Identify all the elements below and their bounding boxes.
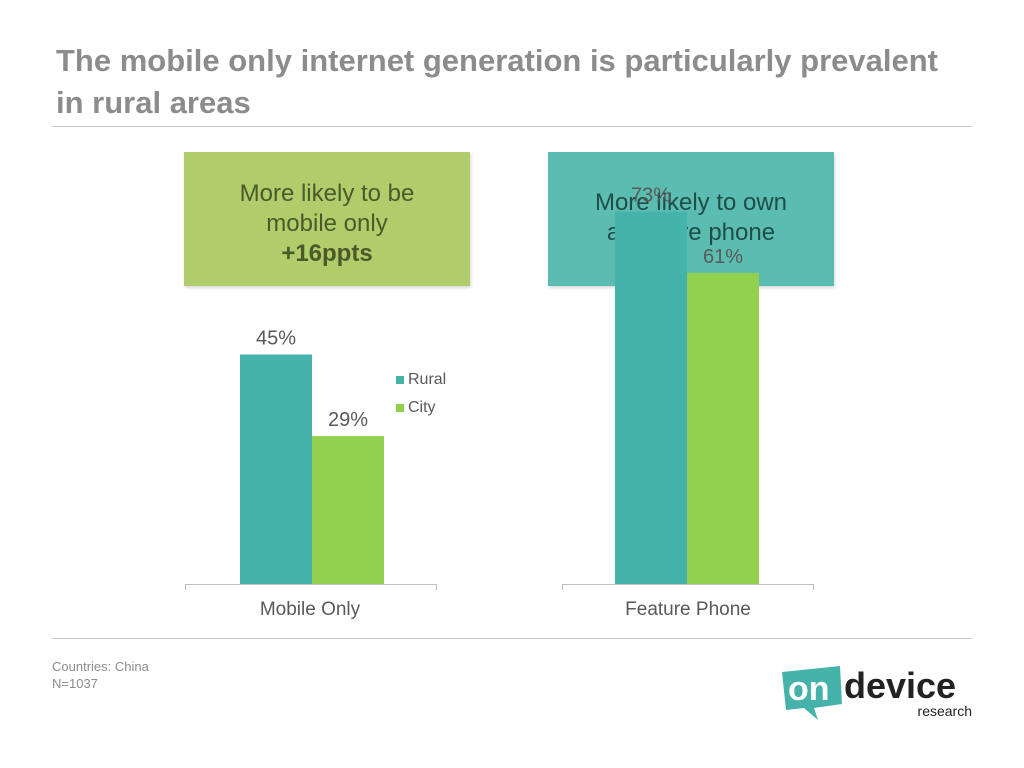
- legend-swatch-city: [396, 404, 404, 412]
- legend-label-rural: Rural: [408, 371, 447, 388]
- callout-mobile-only-line1: More likely to be: [239, 180, 415, 207]
- footer-countries: Countries: China: [52, 659, 149, 674]
- logo-research: research: [918, 703, 972, 719]
- bar-rural-feature-phone: [615, 211, 687, 584]
- data-label-city: 61%: [703, 246, 743, 268]
- legend-label-city: City: [408, 399, 436, 416]
- data-label-rural: 45%: [256, 328, 296, 350]
- title-divider: [52, 126, 972, 127]
- logo-device: device: [844, 665, 956, 706]
- page-title: The mobile only internet generation is p…: [56, 43, 938, 120]
- legend-item-city: City: [396, 394, 446, 422]
- callout-mobile-only: More likely to be mobile only +16ppts: [184, 152, 470, 286]
- legend-item-rural: Rural: [396, 366, 446, 394]
- logo-on: on: [788, 670, 830, 708]
- category-label: Mobile Only: [260, 599, 361, 620]
- callout-mobile-only-emphasis: +16ppts: [281, 240, 373, 267]
- data-label-rural: 73%: [631, 185, 671, 207]
- legend-swatch-rural: [396, 376, 404, 384]
- callout-feature-phone-line1: More likely to own: [594, 189, 788, 216]
- category-label: Feature Phone: [625, 599, 751, 620]
- callout-mobile-only-line2: mobile only: [266, 210, 388, 237]
- bar-city-feature-phone: [687, 272, 759, 584]
- chart-legend: Rural City: [396, 366, 446, 422]
- footer-sample-size: N=1037: [52, 676, 98, 691]
- footer-notes: Countries: China N=1037: [52, 658, 149, 692]
- ondevice-logo: on device research: [780, 664, 974, 724]
- footer-divider: [52, 638, 972, 639]
- bar-rural-mobile-only: [240, 354, 312, 584]
- data-label-city: 29%: [328, 409, 368, 431]
- bar-city-mobile-only: [312, 436, 384, 584]
